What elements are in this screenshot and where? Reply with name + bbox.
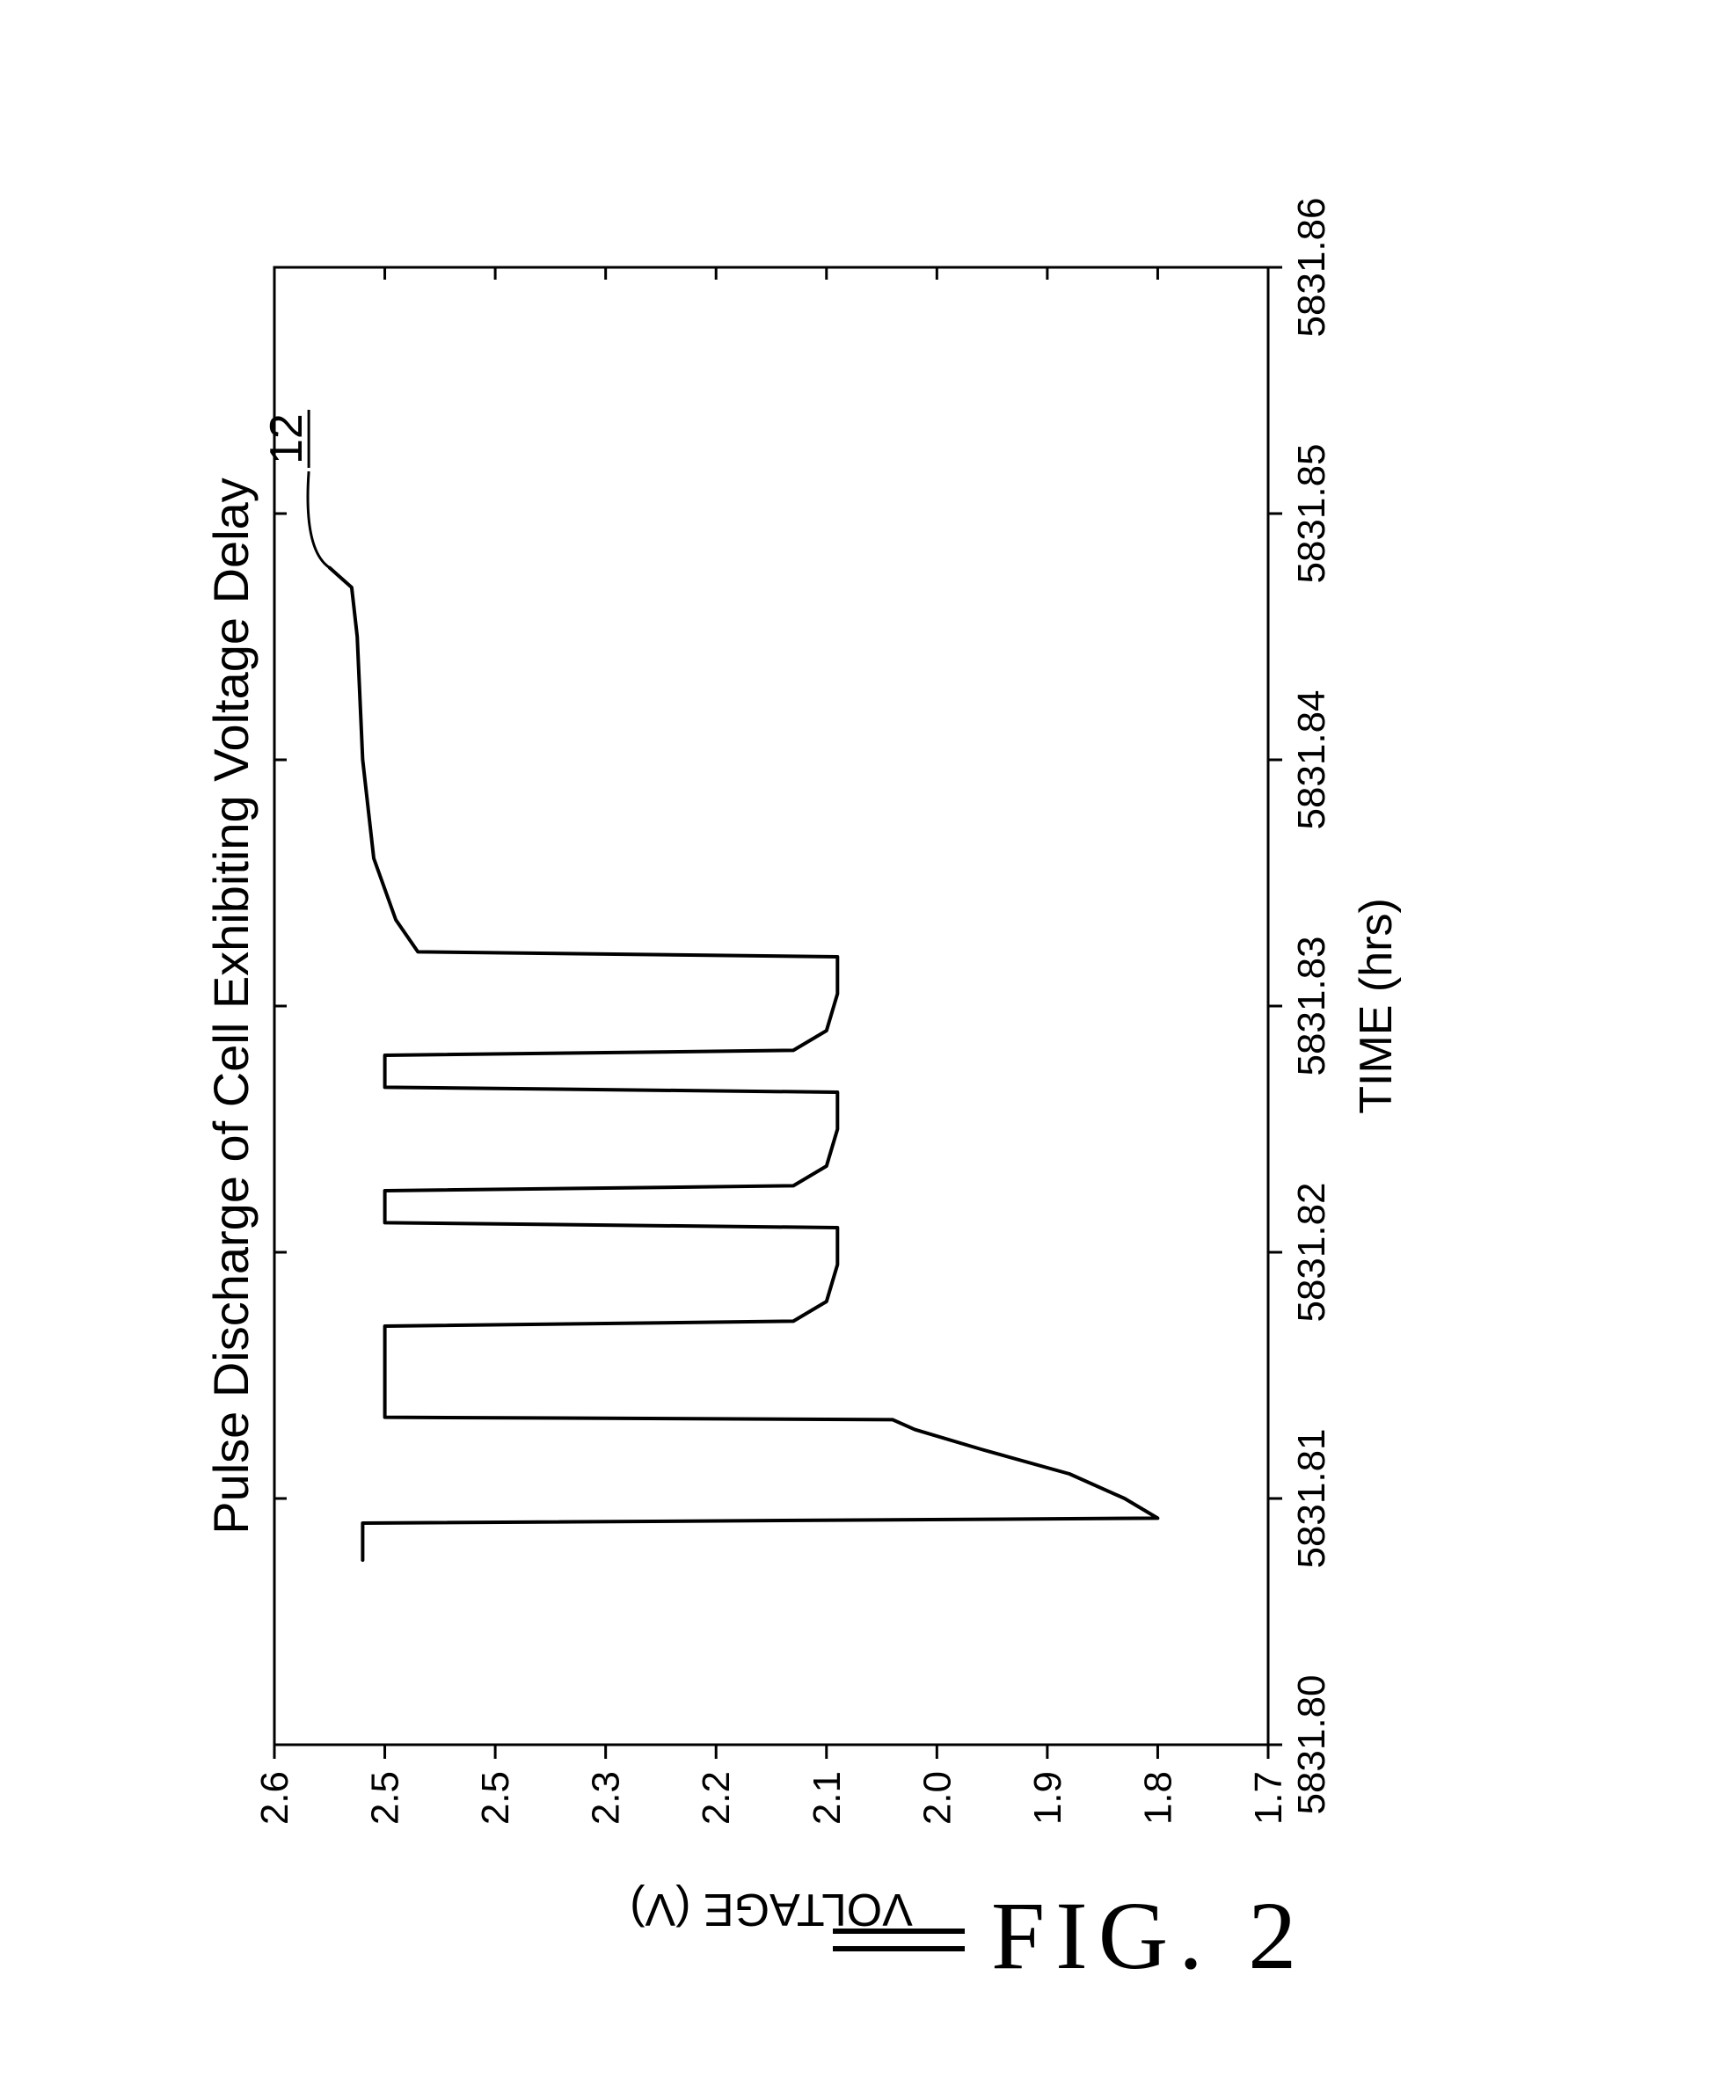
x-tick-label: 5831.84 — [1290, 689, 1333, 829]
x-ticks: 5831.80 5831.81 5831.82 5831.83 5831.84 5831.… — [274, 197, 1333, 1814]
x-tick-label: 5831.81 — [1290, 1428, 1333, 1568]
annotation-leader — [308, 471, 330, 568]
y-ticks: 1.7 1.8 1.9 2.0 2.1 2.2 2.3 2.5 2.5 2.6 — [253, 267, 1290, 1825]
y-tick-label: 2.2 — [695, 1771, 738, 1825]
y-tick-label: 2.0 — [915, 1771, 959, 1825]
y-tick-label: 1.9 — [1026, 1771, 1069, 1825]
x-axis-title: TIME (hrs) — [1351, 898, 1402, 1114]
figure-dash — [833, 1946, 965, 1951]
y-tick-label: 2.6 — [253, 1771, 296, 1825]
y-tick-label: 1.7 — [1247, 1771, 1290, 1825]
chart-title: Pulse Discharge of Cell Exhibiting Volta… — [203, 478, 259, 1535]
y-tick-label: 2.5 — [474, 1771, 517, 1825]
chart-svg: Pulse Discharge of Cell Exhibiting Volta… — [186, 127, 1550, 1973]
y-tick-label: 2.5 — [364, 1771, 407, 1825]
y-tick-label: 2.1 — [806, 1771, 849, 1825]
figure-label: FIG. 2 — [991, 1880, 1307, 1992]
x-tick-label: 5831.83 — [1290, 936, 1333, 1076]
x-tick-label: 5831.80 — [1290, 1674, 1333, 1814]
figure-dash — [833, 1929, 965, 1934]
voltage-trace — [330, 568, 1158, 1560]
y-tick-label: 2.3 — [585, 1771, 628, 1825]
annotation-label: 12 — [261, 413, 312, 464]
x-tick-label: 5831.85 — [1290, 443, 1333, 583]
chart-stage: Pulse Discharge of Cell Exhibiting Volta… — [186, 127, 1550, 1973]
x-tick-label: 5831.86 — [1290, 197, 1333, 337]
x-tick-label: 5831.82 — [1290, 1182, 1333, 1322]
y-axis-title: VOLTAGE (V) — [630, 1884, 913, 1935]
y-tick-label: 1.8 — [1136, 1771, 1179, 1825]
